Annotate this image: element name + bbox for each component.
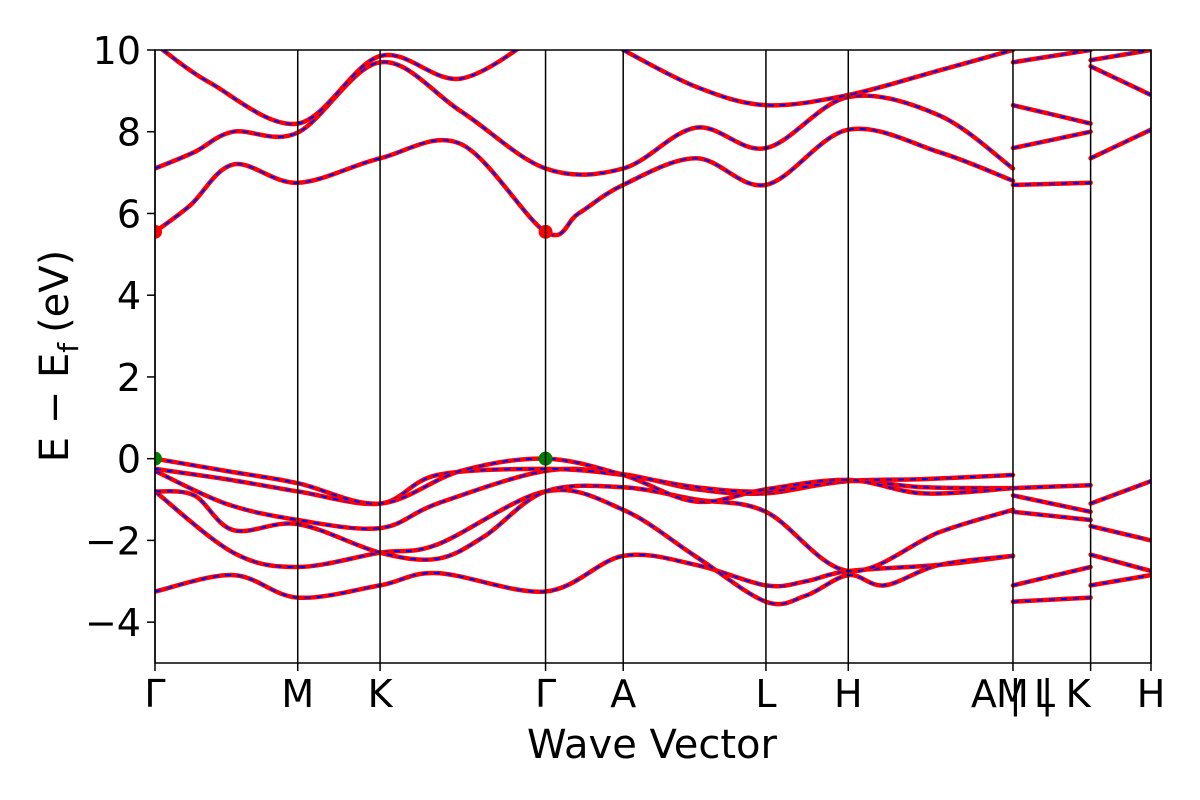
x-tick-label-5: L: [755, 672, 776, 716]
x-axis-label: Wave Vector: [527, 722, 778, 768]
band-20-spin-down: [1090, 574, 1151, 587]
kpoint-lines: [154, 50, 1152, 663]
x-tick-label-9: H: [1137, 672, 1166, 716]
band-22-spin-down: [1090, 525, 1151, 542]
band-2-spin-up: [155, 487, 1016, 607]
band-3-spin-up: [155, 483, 1016, 574]
band-25-spin-up: [1088, 64, 1151, 98]
band-11-spin-down: [1012, 596, 1091, 603]
y-tick-label-0: −4: [85, 601, 141, 645]
y-tick-label-4: 4: [117, 274, 141, 318]
y-tick-label-7: 10: [93, 29, 141, 73]
y-tick-label-2: 0: [117, 438, 141, 482]
extrema-markers: [155, 224, 553, 466]
band-10-spin-up: [620, 50, 1016, 108]
band-18-spin-down: [1012, 104, 1091, 125]
band-8-spin-up: [155, 59, 1016, 177]
plot-frame: [154, 49, 1152, 664]
y-axis-label-main: E − E: [32, 353, 78, 463]
y-axis-label: E − Ef (eV): [32, 250, 85, 463]
band-24-spin-up: [1088, 127, 1151, 161]
x-tick-label-1: M: [281, 672, 314, 716]
x-axis-ticks: Γ M K Γ A L H A | LM | K H: [144, 663, 1165, 717]
y-axis-label-subscript: f: [52, 342, 85, 353]
band-26-spin-down: [1090, 50, 1151, 62]
band-23-spin-down: [1090, 480, 1151, 505]
band-13-spin-down: [1012, 510, 1091, 521]
band-14-spin-down: [1012, 494, 1091, 513]
band-8-spin-down: [155, 61, 1014, 176]
y-tick-label-5: 6: [117, 192, 141, 236]
x-tick-label-6: H: [834, 672, 863, 716]
band-12-spin-down: [1012, 566, 1091, 587]
x-tick-label-7: A | L: [971, 672, 1055, 717]
band-2-spin-down: [155, 489, 1014, 606]
cbm-marker-0: [155, 224, 162, 239]
band-23-spin-up: [1088, 478, 1151, 506]
band-15-spin-down: [1012, 484, 1091, 490]
y-tick-label-1: −2: [85, 519, 141, 563]
band-17-spin-down: [1012, 130, 1091, 150]
band-3-spin-down: [155, 484, 1014, 573]
band-25-spin-down: [1090, 65, 1151, 96]
band-24-spin-down: [1090, 128, 1151, 160]
x-tick-label-4: A: [610, 672, 636, 716]
x-tick-label-8: M | K: [996, 672, 1092, 717]
y-tick-label-6: 8: [117, 111, 141, 155]
x-tick-label-3: Γ: [535, 672, 556, 716]
x-tick-label-0: Γ: [144, 672, 165, 716]
band-7-spin-down: [155, 127, 1014, 236]
bands-layer: [155, 50, 1151, 607]
band-21-spin-down: [1090, 553, 1151, 572]
band-10-spin-down: [622, 50, 1014, 107]
band-16-spin-down: [1012, 181, 1091, 186]
y-axis-label-unit: (eV): [32, 250, 78, 333]
y-axis-ticks: −4 −2 0 2 4 6 8 10: [85, 29, 155, 645]
y-tick-label-3: 2: [117, 356, 141, 400]
vbm-marker-2: [155, 451, 162, 466]
x-tick-label-2: K: [368, 672, 394, 716]
band-9-spin-down: [162, 50, 518, 125]
band-9-spin-up: [160, 50, 521, 127]
